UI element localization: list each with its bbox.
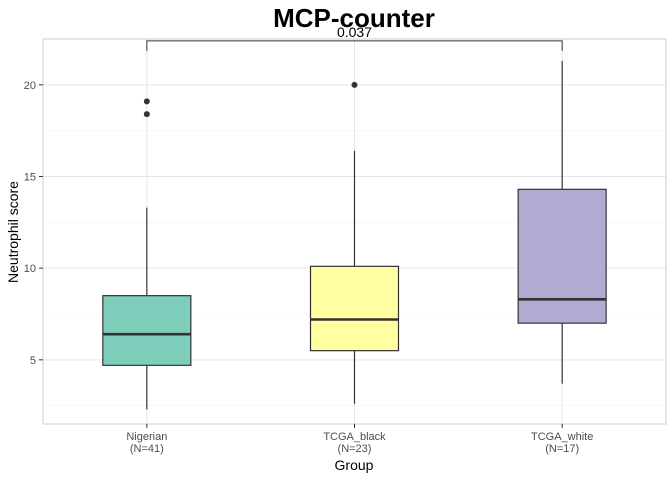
box-iqr	[102, 295, 192, 366]
outlier-point	[351, 81, 358, 88]
x-tick-label: Nigerian	[126, 431, 167, 443]
significance-bracket	[146, 40, 563, 51]
y-tick-label: 20	[24, 80, 36, 92]
outlier-point	[143, 111, 150, 118]
y-tick-label: 15	[24, 172, 36, 184]
significance-annotations: 0.037	[146, 24, 563, 51]
box-iqr	[309, 265, 400, 352]
y-axis-title: Neutrophil score	[5, 181, 21, 283]
box-nigerian	[102, 98, 192, 410]
y-tick-label: 5	[30, 355, 36, 367]
axis-ticks: 5 10 15 20 Nigerian(N=41) TCGA_black(N=23) TCG…	[24, 80, 594, 455]
x-tick-label: TCGA_white	[531, 431, 593, 443]
box-tcga-white	[517, 61, 607, 384]
x-tick-count-label: (N=41)	[130, 443, 164, 455]
box-series	[102, 61, 607, 410]
x-tick-label: TCGA_black	[323, 431, 386, 443]
p-value-label: 0.037	[337, 24, 372, 40]
x-tick-count-label: (N=17)	[545, 443, 579, 455]
outlier-point	[143, 98, 150, 105]
box-tcga-black	[309, 81, 400, 404]
x-axis-title: Group	[335, 457, 374, 473]
box-iqr	[517, 188, 607, 324]
x-tick-count-label: (N=23)	[338, 443, 372, 455]
chart-title: MCP-counter	[273, 3, 435, 33]
y-tick-label: 10	[24, 263, 36, 275]
